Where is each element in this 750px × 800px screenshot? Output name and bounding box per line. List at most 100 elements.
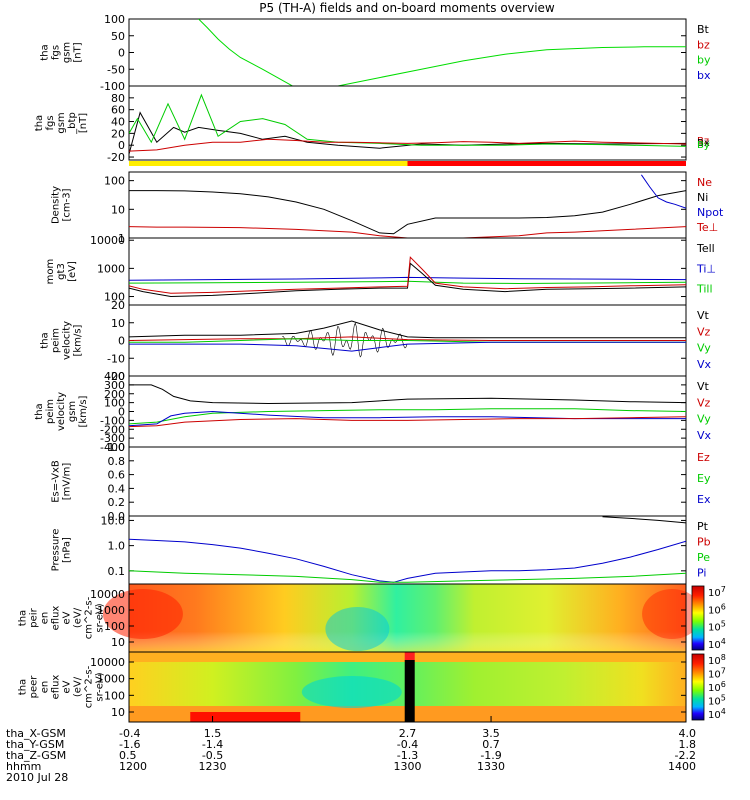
y-tick-label: 10 — [111, 706, 125, 719]
x-tick-value: -1.6 — [119, 738, 140, 751]
series-line — [129, 280, 686, 285]
panel-0: 100 50 0 -50 -100 tha fgs gsm [nT] Bt bz by bx — [40, 13, 711, 93]
y-tick-label: 10 — [111, 636, 125, 649]
y-axis-label: tha — [40, 44, 51, 60]
legend-label: Npot — [697, 206, 724, 219]
colorbar-tick-label: 106 — [708, 602, 726, 616]
y-tick-label: 0 — [118, 47, 125, 60]
colorbar-tick-label: 107 — [708, 585, 726, 599]
y-tick-label: 0.6 — [108, 469, 126, 482]
y-tick-label: 10000 — [90, 588, 125, 601]
spectrogram-hot-spot — [102, 589, 183, 639]
y-axis-label: sr-eV) — [95, 672, 106, 701]
spectrogram-cool-spot — [325, 607, 390, 651]
x-axis-row-label: 2010 Jul 28 — [6, 771, 68, 784]
legend-label: Vx — [697, 429, 712, 442]
y-tick-label: 100 — [104, 397, 125, 410]
spectrogram-shade — [129, 584, 686, 652]
y-axis-label: peir — [29, 607, 40, 627]
legend-label: Bz — [697, 136, 709, 147]
y-tick-label: 10000 — [90, 656, 125, 669]
y-tick-label: -200 — [100, 423, 125, 436]
x-tick-value: 0.5 — [119, 749, 137, 762]
series-line — [129, 384, 686, 405]
y-tick-label: 100 — [104, 620, 125, 633]
series-line — [129, 226, 686, 238]
legend-label: Vy — [697, 342, 711, 355]
legend-label: Te⊥ — [696, 221, 718, 234]
y-tick-label: 0.4 — [108, 482, 126, 495]
panel-3: 10000 1000 100 mom gt3 [eV] Tell Ti⊥ Till — [45, 234, 716, 306]
y-axis-label: Es=-VxB — [51, 460, 62, 503]
y-axis-label: (eV/ — [73, 676, 84, 697]
plot-title: P5 (TH-A) fields and on-board moments ov… — [259, 1, 555, 15]
series-line — [129, 570, 686, 583]
x-tick-value: -0.4 — [397, 738, 418, 751]
y-tick-label: 10 — [111, 317, 125, 330]
x-tick-value: 1300 — [394, 760, 422, 773]
x-tick-value: 1330 — [477, 760, 505, 773]
legend-label: Bt — [697, 23, 710, 36]
series-line — [129, 256, 686, 294]
y-axis-label: velocity — [56, 392, 67, 431]
y-tick-label: 0 — [118, 139, 125, 152]
y-axis-label: Pressure — [51, 529, 62, 572]
legend-label: Ne — [697, 176, 712, 189]
spectrogram-gap-edge — [404, 652, 415, 660]
colorbar — [691, 585, 705, 651]
x-tick-value: -1.4 — [202, 738, 223, 751]
colorbar-tick-exponent: 5 — [721, 694, 726, 703]
y-axis-label: (eV/ — [73, 607, 84, 628]
y-tick-label: -50 — [107, 63, 125, 76]
x-tick-value: 1230 — [199, 760, 227, 773]
legend-label: Vt — [697, 309, 710, 322]
y-tick-label: -20 — [107, 151, 125, 164]
legend-label: Pi — [697, 567, 706, 580]
series-line — [640, 174, 686, 209]
legend-label: bz — [697, 38, 710, 51]
y-tick-label: 10000 — [90, 234, 125, 247]
colorbar-tick-exponent: 6 — [721, 602, 726, 611]
colorbar-tick-exponent: 8 — [721, 653, 726, 662]
series-line — [129, 93, 686, 147]
colorbar-tick-label: 105 — [708, 620, 726, 634]
legend-label: Till — [696, 283, 713, 296]
y-tick-label: 1000 — [97, 262, 125, 275]
y-axis-label: eflux — [51, 675, 62, 700]
y-axis-label: gsm — [56, 112, 67, 133]
y-tick-label: 300 — [104, 379, 125, 392]
y-axis-label: sr-eV) — [95, 603, 106, 632]
y-tick-label: 200 — [104, 388, 125, 401]
x-axis-row-label: hhmm — [6, 760, 41, 773]
panel-8: 107 106 105 104 10000 1000 100 10 tha peir en eflux… — [18, 583, 726, 653]
y-axis-label: [nPa] — [62, 537, 73, 563]
colorbar-tick-exponent: 7 — [721, 585, 726, 594]
x-tick-value: 1200 — [119, 760, 147, 773]
y-tick-label: 1 — [118, 232, 125, 245]
colorbar-tick-exponent: 4 — [721, 637, 726, 646]
series-line — [602, 516, 686, 524]
legend-label: Ni — [697, 191, 708, 204]
y-tick-label: 1000 — [97, 673, 125, 686]
series-line — [129, 336, 686, 341]
y-tick-label: -400 — [100, 441, 125, 454]
y-tick-label: 10.0 — [101, 514, 126, 527]
legend-label: By — [697, 140, 710, 151]
y-axis-label: eV — [62, 680, 73, 693]
legend-label: Vz — [697, 325, 711, 338]
y-tick-label: 50 — [111, 30, 125, 43]
colorbar-tick-exponent: 6 — [721, 680, 726, 689]
x-tick-value: -2.2 — [675, 749, 696, 762]
y-axis-label: cm^2-s- — [84, 596, 95, 639]
y-axis-label: [cm-3] — [62, 188, 73, 221]
y-axis-label: fgs — [45, 115, 56, 130]
legend-label: Bx — [697, 138, 710, 149]
y-axis-label: tha — [40, 332, 51, 348]
y-tick-label: 100 — [104, 13, 125, 26]
y-axis-label: fgs — [51, 45, 62, 60]
legend-label: Tell — [696, 242, 715, 255]
velocity-noise — [282, 322, 408, 358]
